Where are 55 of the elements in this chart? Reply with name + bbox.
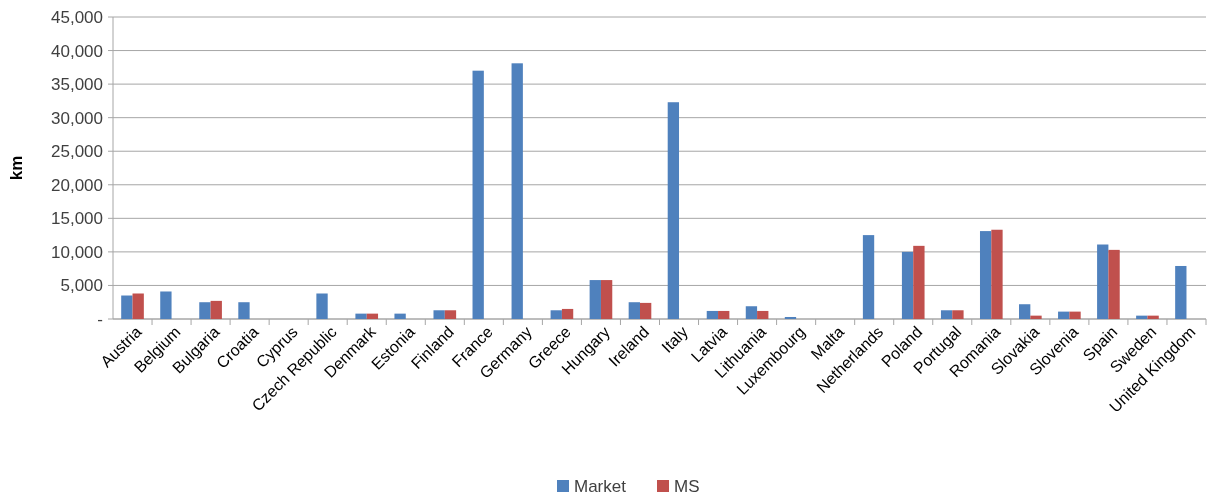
bar bbox=[444, 310, 457, 319]
bar bbox=[511, 63, 523, 319]
bar bbox=[160, 291, 172, 319]
y-tick-label: 20,000 bbox=[51, 175, 103, 195]
bar bbox=[561, 308, 574, 319]
bar bbox=[745, 306, 758, 319]
bar bbox=[667, 102, 680, 319]
bar bbox=[784, 316, 797, 319]
y-tick-label: 5,000 bbox=[60, 276, 103, 296]
bar bbox=[901, 251, 914, 319]
y-tick-label: 15,000 bbox=[51, 209, 103, 229]
y-axis-title: km bbox=[7, 155, 26, 181]
bar bbox=[940, 310, 953, 319]
bar bbox=[472, 70, 484, 319]
bar bbox=[706, 310, 719, 319]
bar bbox=[1147, 315, 1159, 319]
y-tick-label: 45,000 bbox=[51, 7, 103, 27]
bar bbox=[1030, 315, 1042, 319]
bar bbox=[1108, 249, 1120, 319]
y-tick-label: - bbox=[97, 309, 103, 329]
y-tick-label: 10,000 bbox=[51, 242, 103, 262]
bar bbox=[952, 310, 964, 319]
bar bbox=[639, 302, 652, 319]
bar bbox=[1019, 304, 1031, 319]
y-tick-label: 25,000 bbox=[51, 142, 103, 162]
bar bbox=[600, 280, 613, 319]
y-tick-label: 30,000 bbox=[51, 108, 103, 128]
bar bbox=[913, 245, 925, 319]
bar bbox=[394, 313, 406, 319]
bar bbox=[1175, 265, 1187, 319]
legend-label: MS bbox=[674, 476, 700, 496]
bar bbox=[550, 310, 562, 319]
bar bbox=[1069, 311, 1081, 319]
bar bbox=[366, 313, 379, 319]
bar bbox=[210, 300, 222, 319]
bar bbox=[628, 302, 640, 319]
legend-label: Market bbox=[574, 476, 627, 496]
x-tick-label: Italy bbox=[658, 323, 692, 356]
bar bbox=[355, 313, 367, 319]
bar bbox=[757, 310, 769, 319]
bar bbox=[121, 295, 133, 319]
bar bbox=[238, 302, 250, 319]
bar bbox=[862, 235, 875, 319]
bar bbox=[433, 310, 445, 319]
bar bbox=[589, 280, 601, 319]
y-tick-label: 40,000 bbox=[51, 41, 103, 61]
bar bbox=[132, 293, 144, 319]
bar bbox=[1058, 311, 1070, 319]
bar bbox=[991, 229, 1003, 319]
bar bbox=[199, 302, 211, 319]
bar bbox=[316, 293, 328, 319]
bar bbox=[979, 231, 992, 319]
bar bbox=[1097, 244, 1109, 319]
bar bbox=[718, 310, 730, 319]
y-tick-label: 35,000 bbox=[51, 75, 103, 95]
